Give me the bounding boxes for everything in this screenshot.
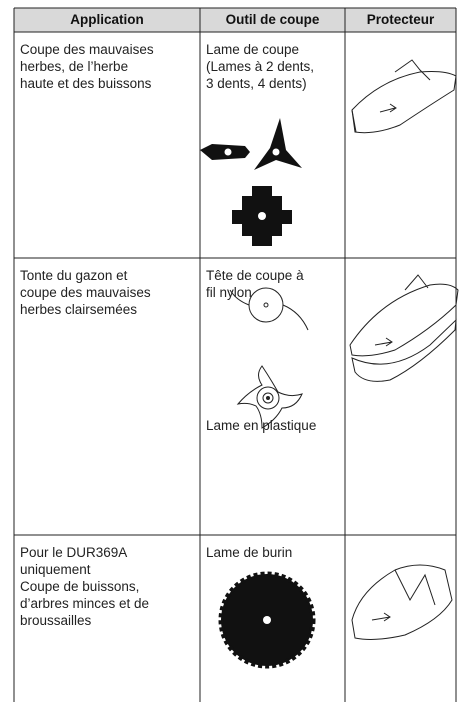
nylon-head	[229, 287, 309, 331]
tool-text: 3 dents, 4 dents)	[206, 76, 307, 91]
header-cell: Application	[70, 12, 144, 27]
tool-text: Lame en plastique	[206, 418, 317, 433]
application-text: herbes clairsemées	[20, 302, 138, 317]
cutting-blades	[200, 118, 302, 246]
header-cell: Outil de coupe	[225, 12, 320, 27]
guard-with-skirt	[349, 274, 459, 382]
application-text: Pour le DUR369A	[20, 545, 128, 560]
tool-text: Lame de coupe	[206, 42, 300, 57]
table-borders	[13, 7, 457, 702]
application-text: uniquement	[20, 562, 91, 577]
application-text: haute et des buissons	[20, 76, 152, 91]
header-cell: Protecteur	[366, 12, 435, 27]
application-text: broussailles	[20, 613, 92, 628]
guard-chisel	[351, 564, 453, 640]
application-text: Tonte du gazon et	[20, 268, 128, 283]
application-text: d’arbres minces et de	[20, 596, 150, 611]
tool-text: fil nylon	[206, 285, 252, 300]
application-text: herbes, de l’herbe	[20, 59, 129, 74]
tool-text: Lame de burin	[206, 545, 293, 560]
plastic-blade	[236, 365, 303, 429]
chisel-blade	[218, 571, 316, 669]
tool-text: (Lames à 2 dents,	[206, 59, 315, 74]
application-text: Coupe des mauvaises	[20, 42, 154, 57]
tool-text: Tête de coupe à	[206, 268, 304, 283]
application-text: coupe des mauvaises	[20, 285, 151, 300]
application-text: Coupe de buissons,	[20, 579, 140, 594]
guard	[351, 59, 457, 134]
header-background	[14, 8, 456, 32]
